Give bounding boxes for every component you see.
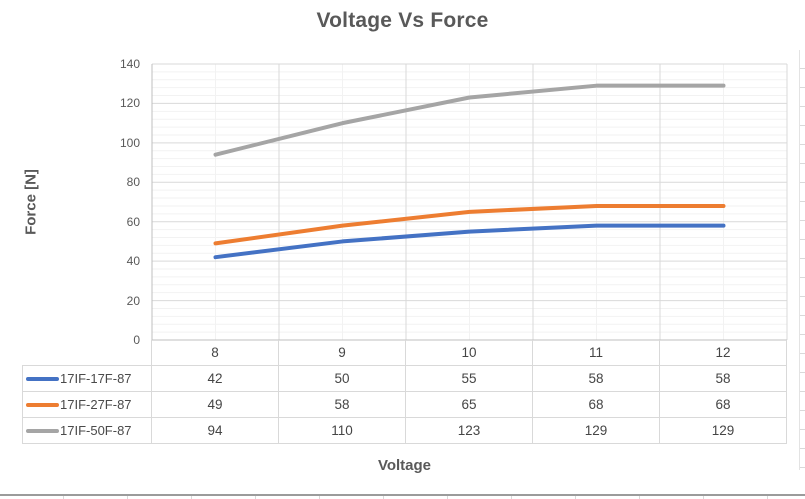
- y-tick-label: 100: [119, 135, 140, 150]
- table-value-cell: 123: [406, 418, 533, 444]
- y-tick-label: 140: [119, 57, 140, 71]
- table-value-cell: 65: [406, 392, 533, 418]
- legend-item: 17IF-50F-87: [22, 418, 152, 444]
- series-line-17IF-27F-87: [213, 203, 726, 246]
- legend-series-name: 17IF-27F-87: [60, 397, 132, 412]
- table-value-cell: 55: [406, 366, 533, 392]
- table-legend-header-cell: [22, 340, 152, 366]
- series-line-17IF-17F-87: [213, 223, 726, 260]
- table-value-cell: 42: [152, 366, 279, 392]
- worksheet-gridline-stubs-bottom: [0, 496, 805, 499]
- table-value-cell: 129: [660, 418, 787, 444]
- y-tick-label: 80: [126, 175, 140, 190]
- y-tick-label: 40: [126, 254, 140, 269]
- x-category-label: 11: [533, 340, 660, 366]
- legend-series-name: 17IF-17F-87: [60, 371, 132, 386]
- table-value-cell: 58: [279, 392, 406, 418]
- chart-title: Voltage Vs Force: [316, 9, 489, 32]
- table-value-cell: 49: [152, 392, 279, 418]
- x-category-label: 10: [406, 340, 533, 366]
- legend-item: 17IF-27F-87: [22, 392, 152, 418]
- series-line-17IF-50F-87: [213, 83, 726, 157]
- legend-series-name: 17IF-50F-87: [60, 423, 132, 438]
- legend-key-line: [26, 376, 59, 381]
- table-value-cell: 129: [533, 418, 660, 444]
- legend-key-line: [26, 428, 59, 433]
- data-table: 8 9 10 11 12 17IF-17F-87 42 50 55 58 58 17IF-27F-87…: [22, 340, 787, 444]
- chart-border-bottom: [0, 494, 805, 496]
- x-category-label: 8: [152, 340, 279, 366]
- table-value-cell: 110: [279, 418, 406, 444]
- y-tick-label: 60: [126, 214, 140, 229]
- table-value-cell: 50: [279, 366, 406, 392]
- table-value-cell: 58: [660, 366, 787, 392]
- x-category-label: 12: [660, 340, 787, 366]
- table-value-cell: 68: [660, 392, 787, 418]
- y-tick-label: 120: [119, 96, 140, 111]
- y-tick-label: 20: [126, 293, 140, 308]
- legend-item: 17IF-17F-87: [22, 366, 152, 392]
- x-category-label: 9: [279, 340, 406, 366]
- table-value-cell: 68: [533, 392, 660, 418]
- table-value-cell: 94: [152, 418, 279, 444]
- x-axis-title: Voltage: [377, 457, 432, 474]
- table-value-cell: 58: [533, 366, 660, 392]
- worksheet-gridline-stubs-right: [799, 50, 805, 470]
- legend-key-line: [26, 402, 59, 407]
- y-tick-label: 0: [133, 333, 140, 347]
